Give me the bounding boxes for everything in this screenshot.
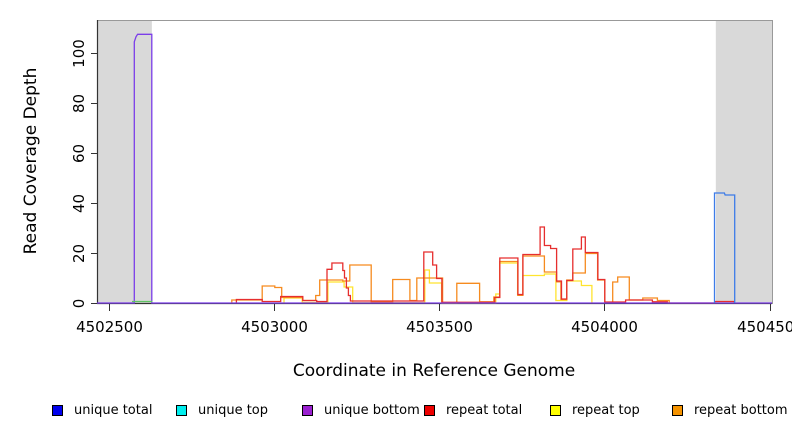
legend-item-repeat-bottom: repeat bottom — [672, 403, 788, 418]
legend-item-unique-top: unique top — [176, 403, 268, 418]
legend-label: repeat total — [446, 403, 523, 418]
legend-item-unique-bottom: unique bottom — [302, 403, 420, 418]
y-tick-labels: 0 20 40 60 80 100 — [70, 39, 97, 308]
shaded-region — [97, 20, 152, 303]
legend-item-unique-total: unique total — [52, 403, 152, 418]
y-tick-label: 20 — [70, 244, 88, 263]
x-tick-label: 4503000 — [241, 318, 308, 336]
y-tick-label: 60 — [70, 144, 88, 163]
legend-swatch-icon — [424, 405, 435, 416]
x-axis-title: Coordinate in Reference Genome — [292, 361, 576, 381]
legend-swatch-icon — [550, 405, 561, 416]
legend-swatch-icon — [672, 405, 683, 416]
axes — [96, 20, 773, 305]
y-tick-label: 0 — [70, 299, 88, 309]
legend-label: unique bottom — [324, 403, 420, 418]
x-tick-label: 4502500 — [76, 318, 143, 336]
legend-label: unique top — [198, 403, 269, 418]
shaded-regions — [97, 20, 772, 303]
legend-swatch-icon — [176, 405, 187, 416]
legend-item-repeat-total: repeat total — [424, 403, 522, 418]
y-tick-label: 100 — [70, 39, 88, 68]
axis-lines — [96, 20, 772, 305]
data-series — [97, 33, 772, 304]
plot-frame — [97, 20, 773, 304]
x-tick-label: 4503500 — [406, 318, 473, 336]
series-unique-bottom-line — [97, 33, 772, 304]
y-tick-label: 40 — [70, 194, 88, 213]
legend-item-repeat-top: repeat top — [550, 403, 640, 418]
legend-label: repeat top — [572, 403, 640, 418]
shaded-region — [715, 20, 772, 303]
series-unique-total-line — [713, 192, 736, 303]
legend-swatch-icon — [302, 405, 313, 416]
y-tick-label: 80 — [70, 94, 88, 113]
series-repeat-top-line — [283, 262, 593, 304]
series-repeat-total-line — [235, 226, 735, 304]
legend-label: unique total — [74, 403, 153, 418]
legend-swatch-icon — [52, 405, 63, 416]
y-axis-title: Read Coverage Depth — [21, 67, 41, 255]
legend-label: repeat bottom — [694, 403, 788, 418]
series-repeat-bottom-line — [231, 252, 670, 304]
x-tick-label: 4504000 — [571, 318, 638, 336]
